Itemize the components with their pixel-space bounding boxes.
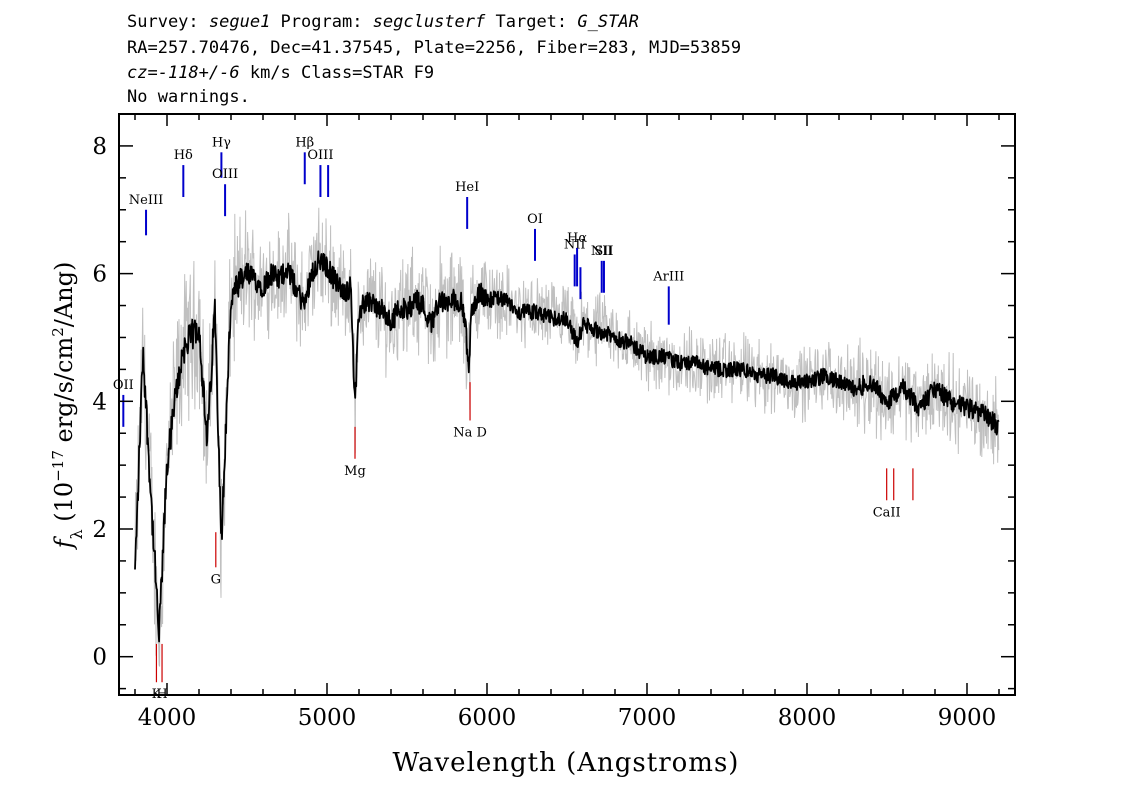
- header-line-3: cz=-118+/-6 km/s Class=STAR F9: [127, 63, 434, 83]
- y-axis-label-part-4: erg/s/cm: [50, 337, 78, 451]
- y-axis-label-part-2: (10: [50, 482, 78, 530]
- x-axis-label: Wavelength (Angstroms): [393, 748, 740, 778]
- emission-line-label-11: Hα: [567, 231, 587, 246]
- plot-frame: [118, 113, 1016, 696]
- emission-line-label-10: NII: [564, 237, 586, 252]
- emission-line-label-1: NeIII: [129, 193, 163, 208]
- redshift-value: cz=-118+/-6: [127, 63, 240, 83]
- emission-line-label-8: HeI: [455, 180, 479, 195]
- y-axis-label-part-5: 2: [49, 327, 67, 337]
- x-tick-label: 9000: [938, 705, 997, 731]
- program-label: Program:: [270, 12, 373, 32]
- emission-line-label-3: Hγ: [212, 135, 231, 150]
- axis-ticks: 4000 5000 6000 7000 8000 9000 0 2 4 6 8: [92, 114, 1015, 731]
- y-tick-label: 0: [92, 645, 107, 671]
- y-tick-label: 2: [92, 517, 107, 543]
- emission-line-label-9: OI: [527, 212, 543, 227]
- x-tick-label: 8000: [778, 705, 837, 731]
- plot-border: [118, 113, 1016, 696]
- absorption-line-label-3: Mg: [344, 464, 366, 479]
- smoothed-flux-layer: [134, 250, 1000, 643]
- noisy-flux-layer: [134, 207, 1000, 667]
- y-axis-label-part-3: −17: [49, 450, 67, 482]
- survey-value: segue1: [208, 12, 271, 32]
- line-markers: OIINeIIIHδHγOIIIHβOIIIHeIOINIIHαNIISIIAr…: [113, 135, 914, 702]
- smoothed-flux-series: [134, 250, 1000, 643]
- target-value: G_STAR: [577, 12, 639, 32]
- emission-line-label-5: Hβ: [295, 135, 314, 150]
- y-tick-label: 6: [92, 262, 107, 288]
- emission-line-label-2: Hδ: [174, 148, 193, 163]
- x-tick-label: 7000: [618, 705, 677, 731]
- x-tick-label: 5000: [298, 705, 357, 731]
- emission-line-label-6: OIII: [307, 148, 333, 163]
- program-value: segclusterf: [372, 12, 486, 32]
- emission-line-label-0: OII: [113, 378, 134, 393]
- emission-line-label-15: ArIII: [652, 269, 684, 284]
- absorption-line-label-4: Na D: [453, 425, 487, 440]
- x-tick-label: 6000: [458, 705, 517, 731]
- class-value: km/s Class=STAR F9: [239, 63, 435, 83]
- y-tick-label: 4: [92, 389, 107, 415]
- emission-line-label-14: SII: [594, 244, 613, 259]
- absorption-line-label-2: G: [211, 572, 221, 587]
- survey-label: Survey:: [127, 12, 209, 32]
- header-line-1: Survey: segue1 Program: segclusterf Targ…: [127, 12, 639, 32]
- absorption-line-label-5: CaII: [873, 505, 901, 520]
- noisy-flux-series: [134, 207, 1000, 667]
- header-line-4: No warnings.: [127, 87, 250, 107]
- target-label: Target:: [485, 12, 578, 32]
- header-line-2: RA=257.70476, Dec=41.37545, Plate=2256, …: [127, 38, 742, 58]
- y-tick-label: 8: [92, 134, 107, 160]
- emission-line-label-13: NII: [591, 244, 613, 259]
- y-axis-label: fλ (10−17 erg/s/cm2/Ang): [49, 262, 86, 551]
- y-axis-label-part-6: /Ang): [50, 262, 78, 328]
- y-axis-label-part-1: λ: [67, 529, 86, 539]
- emission-line-label-4: OIII: [212, 167, 238, 182]
- x-tick-label: 4000: [138, 705, 197, 731]
